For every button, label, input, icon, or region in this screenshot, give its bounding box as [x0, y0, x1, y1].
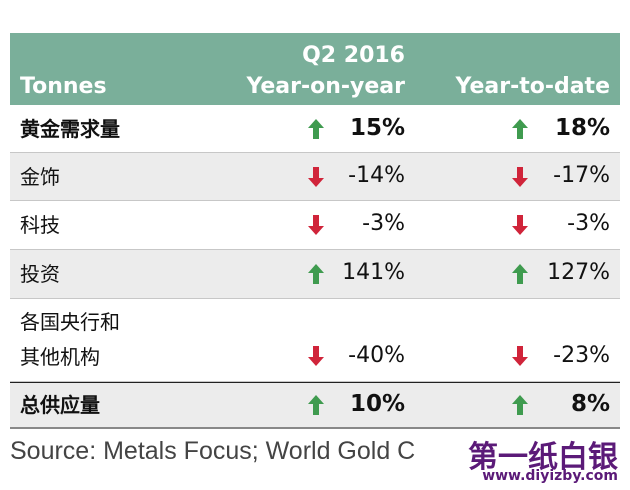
table-row-gold-demand: 黄金需求量 15% 18%: [10, 105, 620, 153]
yoy-value: -40%: [348, 343, 405, 368]
row-label-line1: 各国央行和: [20, 310, 120, 334]
row-label-line2: 其他机构: [20, 345, 100, 369]
watermark-url: www.diyizby.com: [482, 468, 618, 484]
down-arrow-icon: [512, 215, 528, 235]
table-row-jewellery: 金饰 -14% -17%: [10, 153, 620, 201]
down-arrow-icon: [308, 167, 324, 187]
ytd-value: 127%: [547, 260, 610, 285]
row-label: 黄金需求量: [20, 117, 120, 141]
down-arrow-icon: [512, 346, 528, 366]
table-row-technology: 科技 -3% -3%: [10, 201, 620, 250]
header-year-on-year: Year-on-year: [246, 74, 405, 99]
header-period: Q2 2016: [302, 43, 405, 68]
yoy-value: 141%: [342, 260, 405, 285]
up-arrow-icon: [308, 119, 324, 139]
up-arrow-icon: [512, 119, 528, 139]
table-row-total-supply: 总供应量 10% 8%: [10, 382, 620, 429]
up-arrow-icon: [308, 264, 324, 284]
gold-demand-table: Tonnes Q2 2016 Year-on-year Year-to-date…: [10, 33, 620, 429]
row-label: 科技: [20, 213, 60, 237]
ytd-value: -3%: [567, 211, 610, 236]
table-row-central-banks: 各国央行和 其他机构 -40% -23%: [10, 299, 620, 382]
ytd-value: 18%: [554, 115, 610, 141]
ytd-value: -17%: [553, 163, 610, 188]
table-header: Tonnes Q2 2016 Year-on-year Year-to-date: [10, 33, 620, 105]
row-label: 总供应量: [20, 393, 100, 417]
header-year-to-date: Year-to-date: [455, 74, 610, 99]
watermark-title: 第一纸白银: [468, 440, 618, 475]
up-arrow-icon: [308, 395, 324, 415]
table-row-investment: 投资 141% 127%: [10, 250, 620, 299]
yoy-value: 10%: [349, 391, 405, 417]
down-arrow-icon: [308, 215, 324, 235]
up-arrow-icon: [512, 264, 528, 284]
header-tonnes: Tonnes: [20, 74, 107, 99]
ytd-value: -23%: [553, 343, 610, 368]
yoy-value: -14%: [348, 163, 405, 188]
down-arrow-icon: [308, 346, 324, 366]
up-arrow-icon: [512, 395, 528, 415]
yoy-value: 15%: [349, 115, 405, 141]
yoy-value: -3%: [362, 211, 405, 236]
ytd-value: 8%: [570, 391, 610, 417]
source-note: Source: Metals Focus; World Gold C: [10, 437, 416, 465]
row-label: 投资: [20, 262, 60, 286]
row-label: 金饰: [20, 165, 60, 189]
down-arrow-icon: [512, 167, 528, 187]
